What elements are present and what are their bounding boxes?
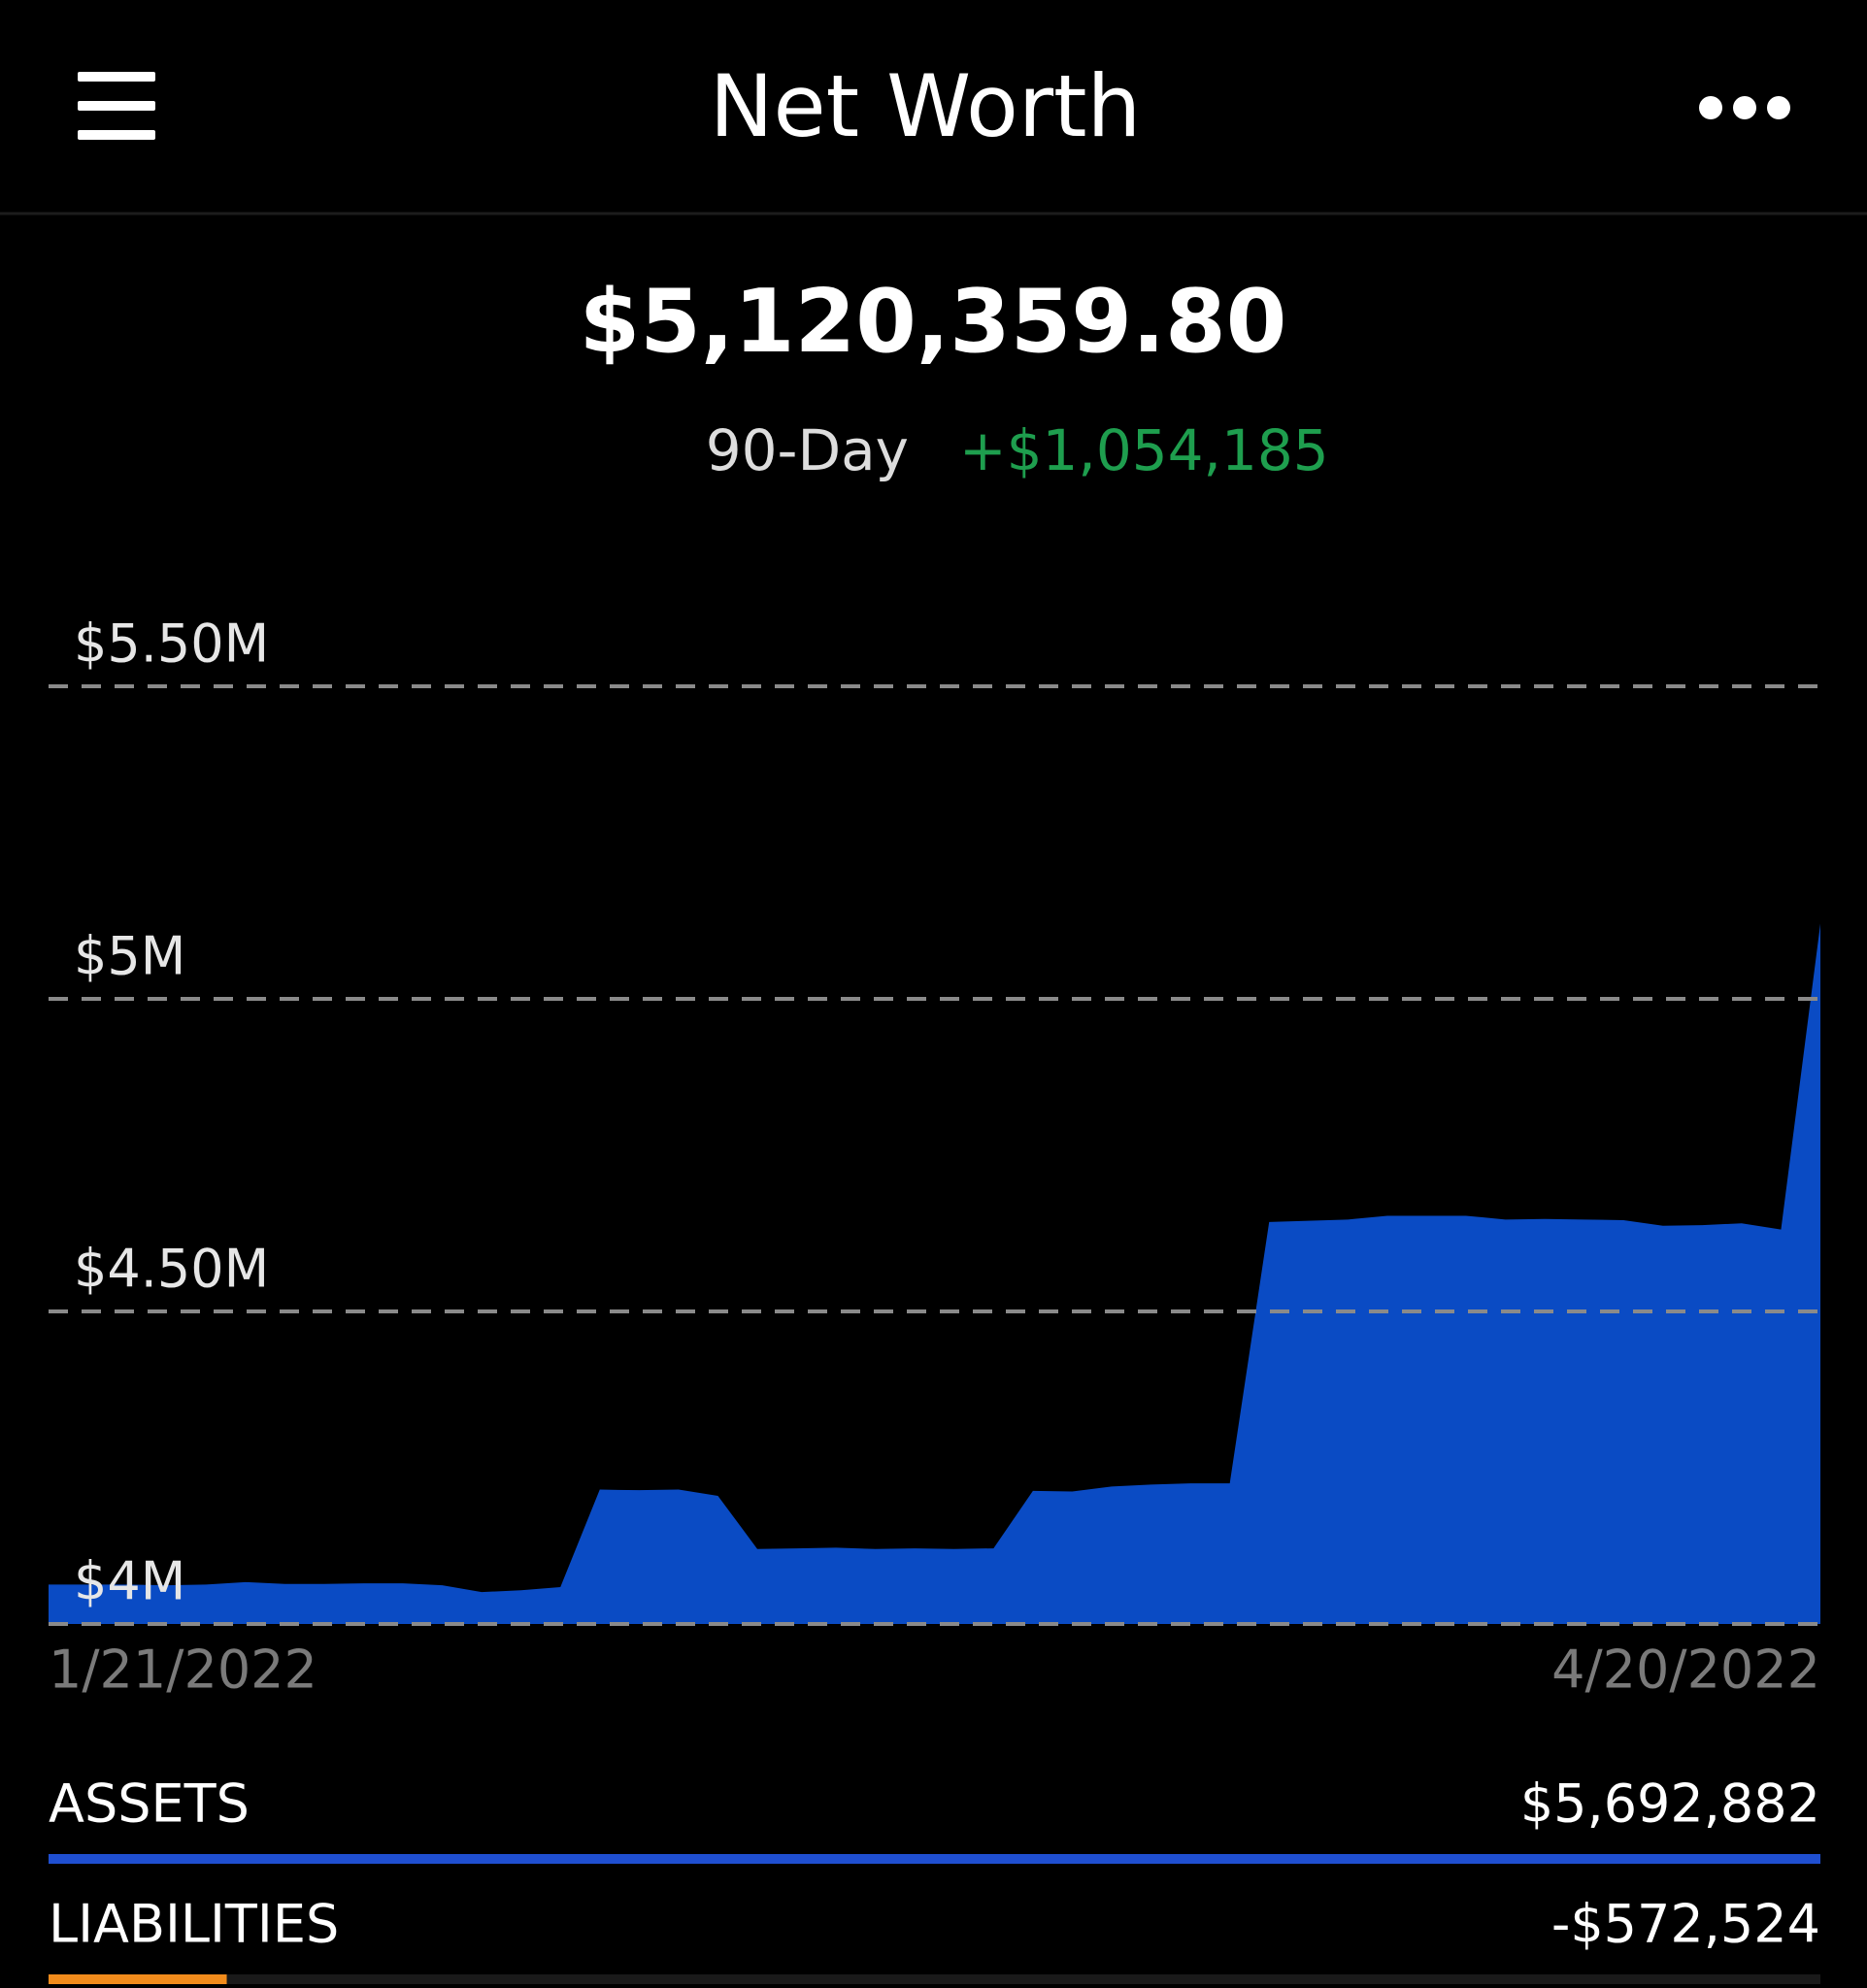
breakdown: ASSETS $5,692,882 LIABILITIES -$572,524 — [49, 1773, 1820, 1984]
row-value: $5,692,882 — [1520, 1773, 1820, 1835]
dot — [1699, 96, 1722, 119]
menu-button[interactable] — [78, 72, 155, 140]
area — [49, 923, 1820, 1624]
x-tick-label: 4/20/2022 — [1551, 1640, 1820, 1701]
y-tick-label: $4M — [74, 1551, 185, 1612]
row-label: LIABILITIES — [49, 1894, 339, 1955]
page-title: Net Worth — [710, 56, 1142, 156]
period-label: 90-Day — [706, 417, 909, 483]
dot — [1767, 96, 1790, 119]
row-label: ASSETS — [49, 1773, 250, 1835]
net-worth-chart: $4M $4.50M $5M $5.50M 1/21/2022 4/20/2022 — [49, 613, 1820, 1701]
net-worth-value: $5,120,359.80 — [580, 271, 1287, 373]
row-bar — [49, 1974, 227, 1984]
menu-bar — [78, 72, 155, 82]
menu-bar — [78, 130, 155, 140]
y-tick-label: $5M — [74, 926, 185, 987]
row-bar — [49, 1854, 1820, 1864]
dot — [1733, 96, 1756, 119]
row-track — [49, 1974, 1820, 1984]
menu-bar — [78, 101, 155, 111]
y-tick-label: $4.50M — [74, 1239, 269, 1300]
y-tick-label: $5.50M — [74, 613, 269, 675]
more-button[interactable] — [1699, 96, 1790, 119]
x-tick-label: 1/21/2022 — [49, 1640, 317, 1701]
period-change: +$1,054,185 — [959, 417, 1329, 483]
row-value: -$572,524 — [1551, 1894, 1820, 1955]
